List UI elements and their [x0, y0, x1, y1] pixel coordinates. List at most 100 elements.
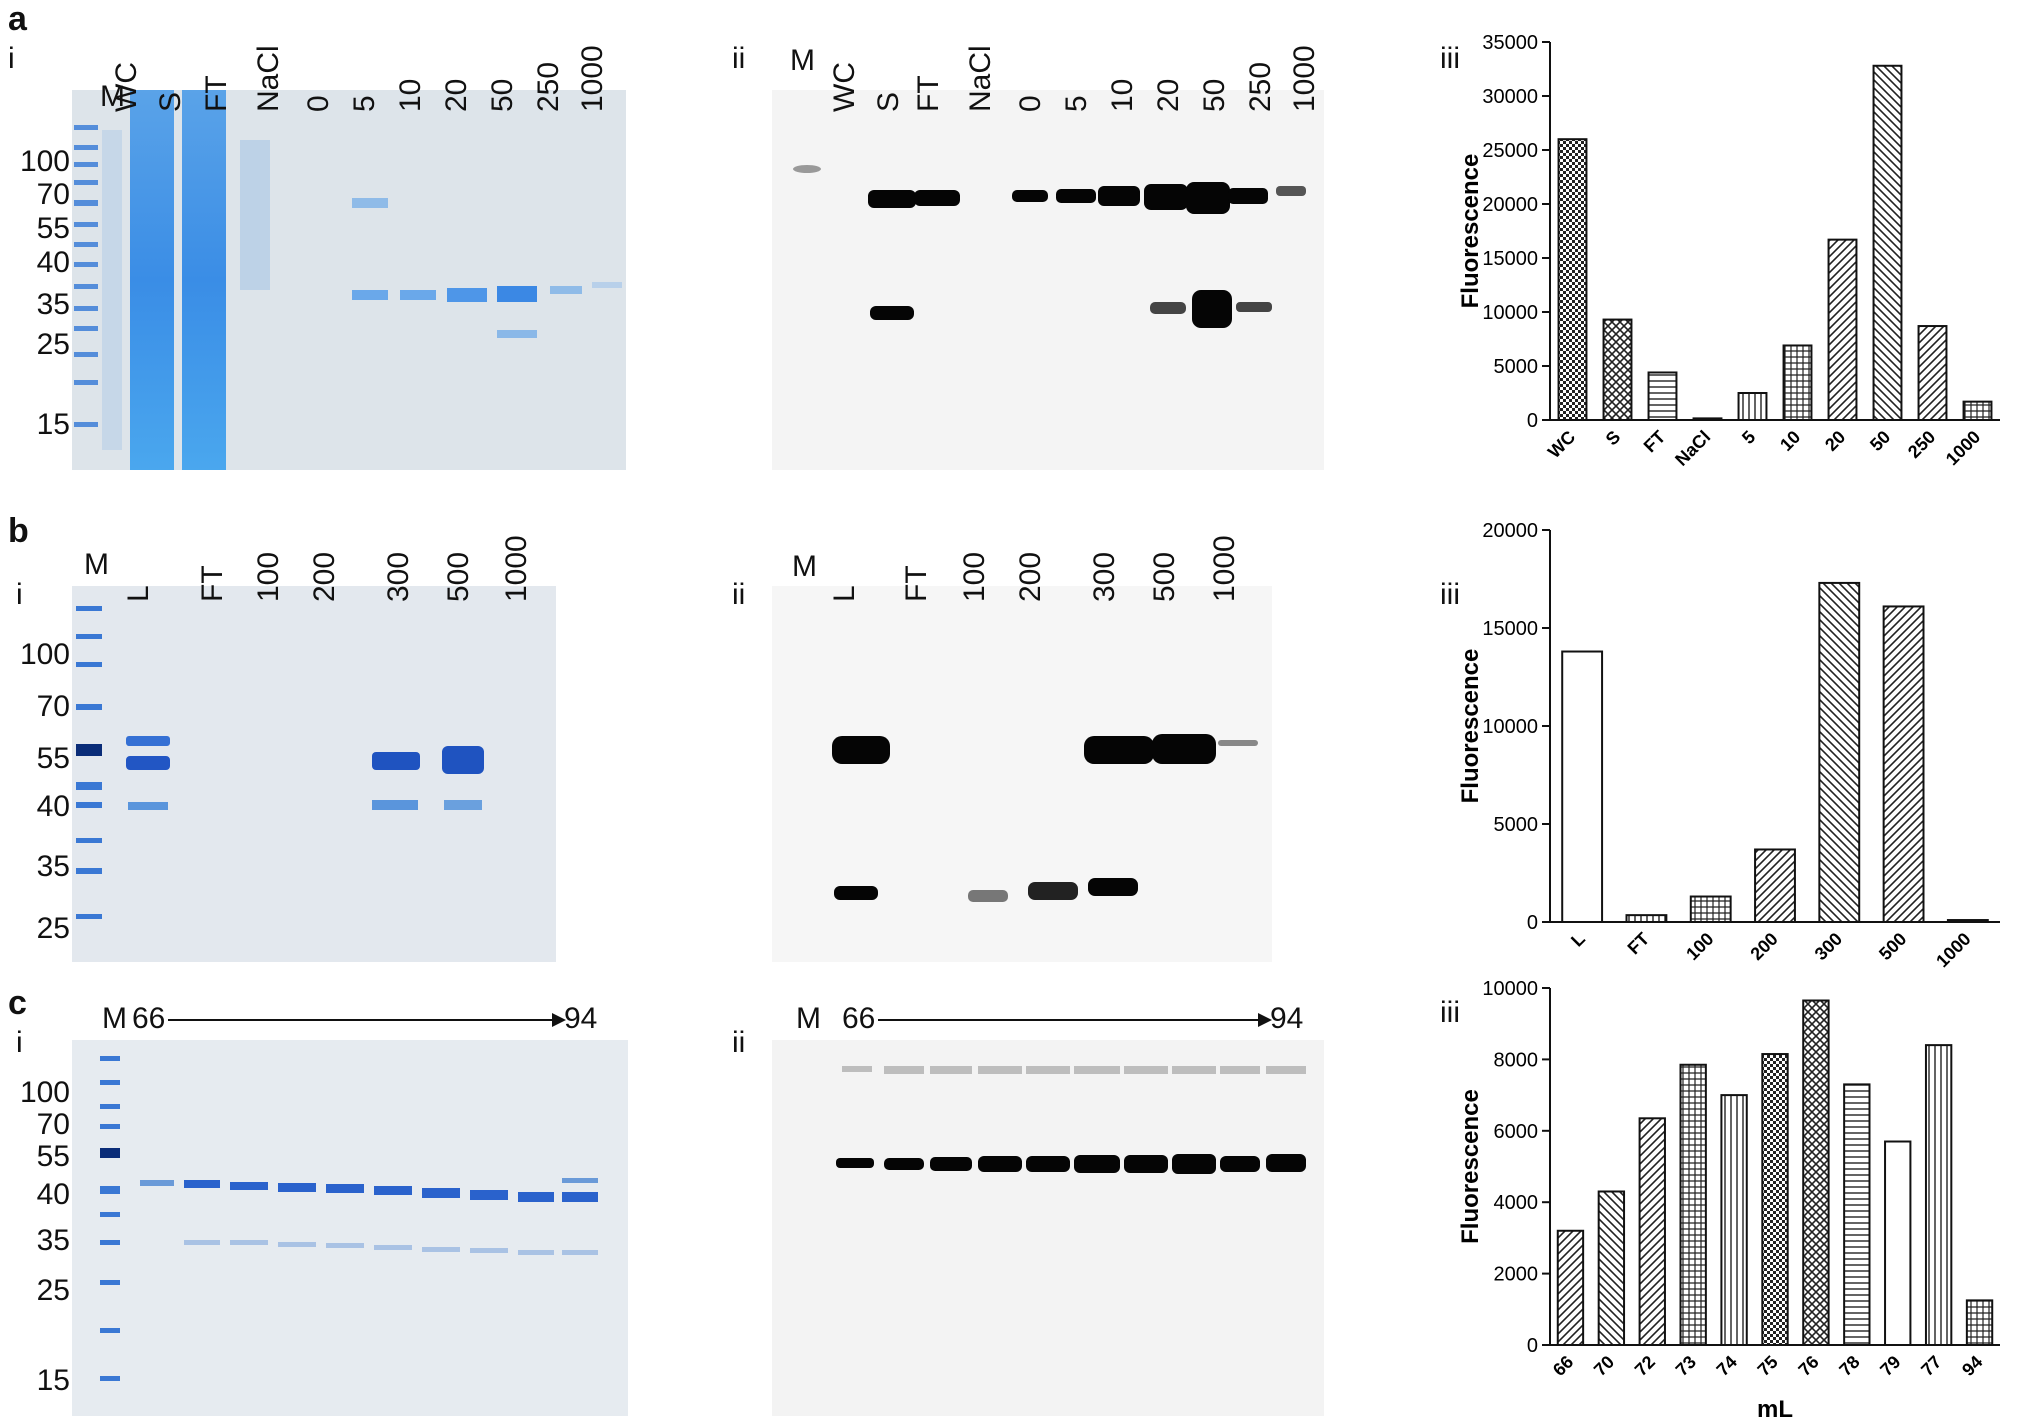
- gel-a-i-lane-label: S: [154, 91, 187, 112]
- y-tick-label: 25000: [1482, 140, 1538, 162]
- gel-c-i-marker-label: 15: [36, 1364, 70, 1397]
- gel-a-i-lane-label: 1000: [576, 45, 609, 112]
- bar: [1638, 1117, 1666, 1346]
- y-tick-label: 6000: [1494, 1121, 1539, 1143]
- gel-a-i-lane-label: 250: [532, 61, 565, 112]
- y-axis-label: Fluorescence: [1457, 649, 1484, 804]
- x-tick-label: NaCl: [1671, 427, 1714, 470]
- x-tick-label: 66: [1549, 1352, 1577, 1380]
- gel-c-i-range-end: 94: [564, 1002, 598, 1035]
- bar: [1602, 318, 1633, 421]
- gel-c-i-marker-label: 40: [36, 1178, 70, 1211]
- bar: [1561, 650, 1604, 924]
- blot-a-ii-lane-label: WC: [828, 62, 861, 112]
- x-tick-label: 50: [1866, 427, 1894, 455]
- panel-c-iii-label: iii: [1440, 996, 1460, 1029]
- bar: [1924, 1044, 1953, 1347]
- x-tick-label: 250: [1904, 427, 1939, 462]
- y-tick-label: 15000: [1482, 618, 1538, 640]
- x-tick-label: 94: [1958, 1352, 1986, 1380]
- gel-c-i-marker-label: 70: [36, 1108, 70, 1141]
- bar-chart-svg: 0 2000 4000 6000 8000 10000 66 70 72 73 74 75 76 78 79…: [1457, 978, 2000, 1423]
- bar: [1556, 1229, 1585, 1346]
- gel-a-i-lane-label: 50: [486, 78, 519, 112]
- bar: [1884, 1140, 1912, 1346]
- gel-c-i-range-arrow: [168, 1013, 566, 1027]
- bar: [1872, 64, 1903, 421]
- bar: [1737, 392, 1768, 421]
- bar: [1802, 999, 1830, 1347]
- x-tick-label: 70: [1590, 1352, 1618, 1380]
- y-tick-label: 30000: [1482, 86, 1538, 108]
- blot-a-ii-lane-label: S: [872, 91, 905, 112]
- gel-a-i-marker-label: 100: [19, 145, 70, 178]
- x-tick-label: 300: [1811, 929, 1846, 964]
- gel-b-i-marker-label: 100: [19, 638, 70, 671]
- blot-c-ii-image: [772, 1040, 1324, 1416]
- bar: [1625, 914, 1668, 924]
- x-tick-label: 72: [1631, 1352, 1659, 1380]
- gel-a-i-marker-label: 55: [36, 212, 70, 245]
- blot-b-ii-lane-label: L: [828, 585, 861, 602]
- x-tick-label: 78: [1835, 1352, 1863, 1380]
- y-tick-label: 20000: [1482, 520, 1538, 542]
- y-tick-label: 10000: [1482, 302, 1538, 324]
- x-tick-label: 5: [1738, 427, 1759, 448]
- blot-a-ii-lane-label: 5: [1060, 95, 1093, 112]
- bar: [1761, 1053, 1789, 1346]
- gel-a-i-marker-label: 70: [36, 178, 70, 211]
- gel-a-i-lane-label: 5: [348, 95, 381, 112]
- bar: [1689, 895, 1732, 923]
- panel-a-ii-label: ii: [732, 42, 746, 75]
- blot-c-ii-range-start: 66: [842, 1002, 876, 1035]
- gel-a-i-marker-label: 35: [36, 288, 70, 321]
- blot-a-ii-lane-label: 50: [1198, 78, 1231, 112]
- gel-a-i-lane-label: FT: [200, 75, 233, 112]
- gel-c-i-marker-label: 25: [36, 1274, 70, 1307]
- y-axis-label: Fluorescence: [1457, 1089, 1484, 1244]
- panel-letter-b: b: [8, 512, 29, 550]
- x-tick-label: 20: [1821, 427, 1849, 455]
- panel-b-i-label: i: [16, 578, 23, 611]
- gel-a-i-lane-label: 0: [302, 95, 335, 112]
- x-tick-label: 79: [1876, 1352, 1904, 1380]
- y-tick-label: 35000: [1482, 32, 1538, 54]
- bar: [1843, 1083, 1871, 1346]
- gel-b-i-lane-label: 500: [442, 551, 475, 602]
- blot-b-ii-lane-label: 300: [1088, 551, 1121, 602]
- gel-b-i-lane-label: 300: [382, 551, 415, 602]
- panel-b-iii-label: iii: [1440, 578, 1460, 611]
- blot-b-ii-lane-label: 200: [1014, 551, 1047, 602]
- blot-a-ii-lane-label: 20: [1152, 78, 1185, 112]
- gel-b-i: [72, 586, 556, 962]
- panel-c-i-label: i: [16, 1026, 23, 1059]
- gel-a-i-lane-label: 20: [440, 78, 473, 112]
- x-tick-label: 200: [1746, 929, 1781, 964]
- x-tick-label: 74: [1713, 1352, 1741, 1380]
- bar-chart-svg: 0 5000 10000 15000 20000 25000 30000 35000 WC S FT…: [1457, 32, 2000, 470]
- blot-b-ii-lane-label: FT: [900, 565, 933, 602]
- blot-c-ii: [772, 1040, 1324, 1416]
- gel-c-i-image: [72, 1040, 628, 1416]
- x-tick-label: 75: [1754, 1352, 1782, 1380]
- blot-a-ii-lane-label: 250: [1244, 61, 1277, 112]
- blot-a-ii-lane-label: 0: [1014, 95, 1047, 112]
- panel-a-i-label: i: [8, 42, 15, 75]
- x-tick-label: 100: [1682, 929, 1717, 964]
- x-tick-label: FT: [1640, 427, 1670, 457]
- bar: [1882, 605, 1925, 923]
- x-tick-label: 500: [1875, 929, 1910, 964]
- y-tick-label: 5000: [1494, 814, 1539, 836]
- bar: [1720, 1094, 1748, 1346]
- blot-a-ii-lane-label: NaCl: [964, 45, 997, 112]
- blot-c-ii-range-end: 94: [1270, 1002, 1304, 1035]
- y-tick-label: 8000: [1494, 1049, 1539, 1071]
- x-tick-label: FT: [1624, 929, 1654, 959]
- panel-c-ii-label: ii: [732, 1026, 746, 1059]
- x-tick-label: 73: [1672, 1352, 1700, 1380]
- x-tick-label: L: [1567, 929, 1589, 951]
- bar: [1946, 919, 1989, 924]
- blot-b-ii-image: [772, 586, 1272, 962]
- blot-a-ii-lane-label: 1000: [1288, 45, 1321, 112]
- gel-b-i-lane-label: L: [122, 585, 155, 602]
